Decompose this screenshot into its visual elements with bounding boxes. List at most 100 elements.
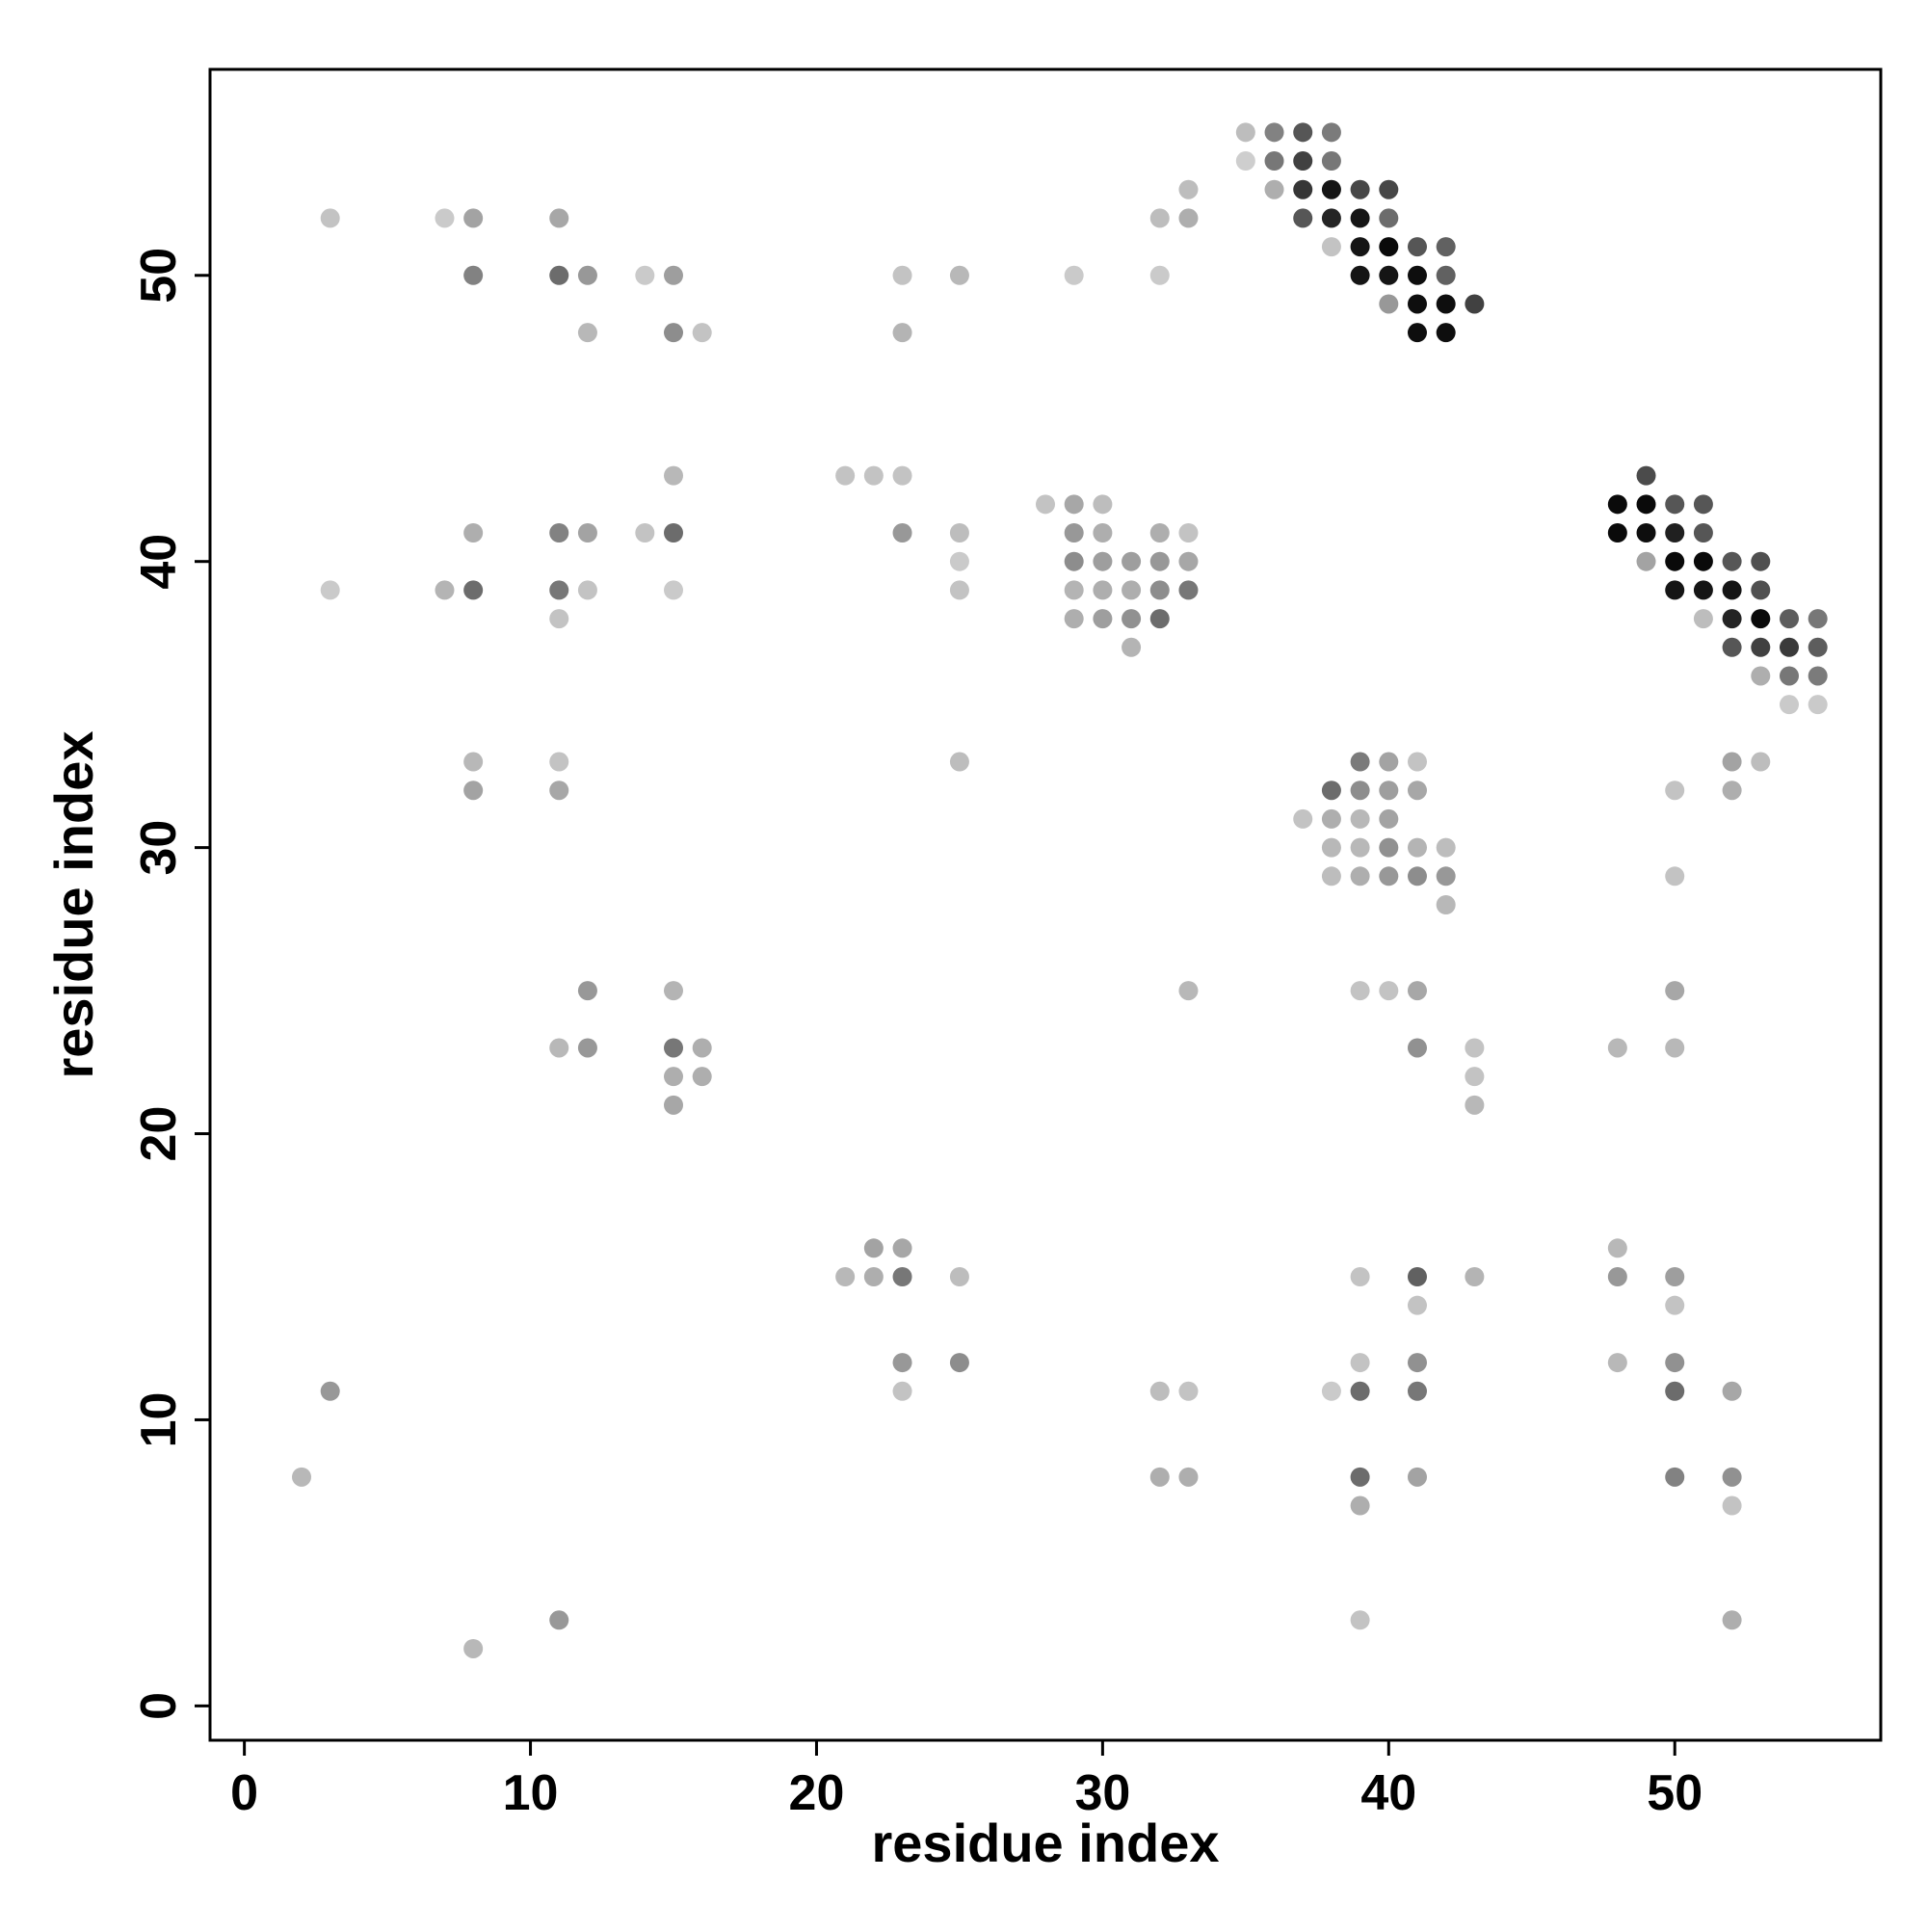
contact-point	[292, 1467, 312, 1487]
contact-point	[1093, 523, 1113, 543]
contact-point	[1293, 179, 1313, 199]
contact-point	[1693, 609, 1713, 629]
contact-point	[1178, 208, 1199, 228]
contact-point	[692, 323, 712, 343]
contact-point	[1665, 523, 1685, 543]
contact-point	[1149, 580, 1170, 600]
contact-point	[892, 1353, 912, 1373]
contact-point	[1407, 265, 1427, 285]
contact-point	[1321, 208, 1341, 228]
x-tick-label: 40	[1360, 1765, 1416, 1821]
contact-point	[1665, 494, 1685, 515]
contact-point	[1779, 609, 1799, 629]
contact-point	[577, 265, 597, 285]
contact-point	[1607, 1038, 1627, 1058]
contact-point	[1122, 551, 1142, 571]
contact-point	[1808, 695, 1828, 715]
contact-point	[664, 465, 684, 486]
x-tick-label: 30	[1074, 1765, 1130, 1821]
contact-point	[1607, 523, 1627, 543]
contact-point	[664, 323, 684, 343]
x-axis-ticks: 0 10 20 30 40 50	[230, 1740, 1703, 1821]
contact-point	[1350, 179, 1370, 199]
contact-point	[1722, 1467, 1742, 1487]
contact-point	[435, 580, 455, 600]
contact-point	[1064, 265, 1084, 285]
x-tick-label: 0	[230, 1765, 258, 1821]
contact-point	[1751, 580, 1771, 600]
contact-point	[1178, 551, 1199, 571]
contact-point	[1722, 1610, 1742, 1630]
contact-point	[1093, 609, 1113, 629]
contact-point	[1808, 637, 1828, 657]
contact-point	[1722, 580, 1742, 600]
contact-point	[892, 1266, 912, 1286]
contact-point	[1293, 151, 1313, 172]
contact-point	[1350, 808, 1370, 829]
contact-point	[1350, 265, 1370, 285]
contact-point	[463, 208, 484, 228]
contact-point	[949, 1353, 969, 1373]
contact-point	[1808, 609, 1828, 629]
contact-point	[1064, 551, 1084, 571]
contact-point	[1779, 695, 1799, 715]
contact-point	[1064, 580, 1084, 600]
contact-point	[1722, 551, 1742, 571]
contact-point	[1407, 323, 1427, 343]
contact-point	[1178, 523, 1199, 543]
contact-point	[949, 551, 969, 571]
x-axis-title: residue index	[871, 1813, 1219, 1873]
contact-point	[1607, 1266, 1627, 1286]
y-axis-title: residue index	[43, 730, 104, 1078]
contact-point	[1122, 637, 1142, 657]
contact-point	[463, 523, 484, 543]
contact-point	[320, 208, 340, 228]
contact-point	[664, 523, 684, 543]
contact-point	[1665, 1467, 1685, 1487]
y-tick-label: 20	[131, 1106, 187, 1162]
contact-point	[1321, 1381, 1341, 1401]
contact-point	[1665, 1381, 1685, 1401]
contact-point	[1407, 1467, 1427, 1487]
contact-point	[1465, 1038, 1485, 1058]
contact-point	[664, 580, 684, 600]
contact-point	[1093, 580, 1113, 600]
contact-point	[1607, 494, 1627, 515]
contact-point	[1350, 1610, 1370, 1630]
contact-point	[1407, 866, 1427, 887]
contact-point	[1751, 666, 1771, 686]
contact-point	[1093, 551, 1113, 571]
contact-point	[1178, 1467, 1199, 1487]
contact-point	[1178, 580, 1199, 600]
contact-point	[463, 265, 484, 285]
contact-point	[1350, 208, 1370, 228]
contact-point	[1407, 752, 1427, 772]
contact-point	[1064, 494, 1084, 515]
contact-point	[1122, 580, 1142, 600]
contact-point	[1607, 1238, 1627, 1258]
contact-point	[1178, 981, 1199, 1001]
contact-point	[1407, 781, 1427, 801]
contact-point	[1808, 666, 1828, 686]
contact-point	[1751, 609, 1771, 629]
contact-point	[1379, 208, 1399, 228]
contact-point	[1436, 265, 1456, 285]
contact-point	[463, 1638, 484, 1658]
contact-point	[1407, 1038, 1427, 1058]
contact-point	[1149, 265, 1170, 285]
contact-point	[1321, 237, 1341, 257]
contact-point	[1293, 808, 1313, 829]
contact-point	[463, 580, 484, 600]
contact-point	[1407, 981, 1427, 1001]
contact-point	[1665, 1266, 1685, 1286]
contact-point	[577, 323, 597, 343]
contact-point	[1407, 1295, 1427, 1315]
contact-point	[635, 523, 655, 543]
contact-point	[320, 580, 340, 600]
contact-point	[1779, 666, 1799, 686]
contact-point	[577, 1038, 597, 1058]
contact-point	[1321, 151, 1341, 172]
contact-point	[1665, 580, 1685, 600]
contact-point	[892, 523, 912, 543]
